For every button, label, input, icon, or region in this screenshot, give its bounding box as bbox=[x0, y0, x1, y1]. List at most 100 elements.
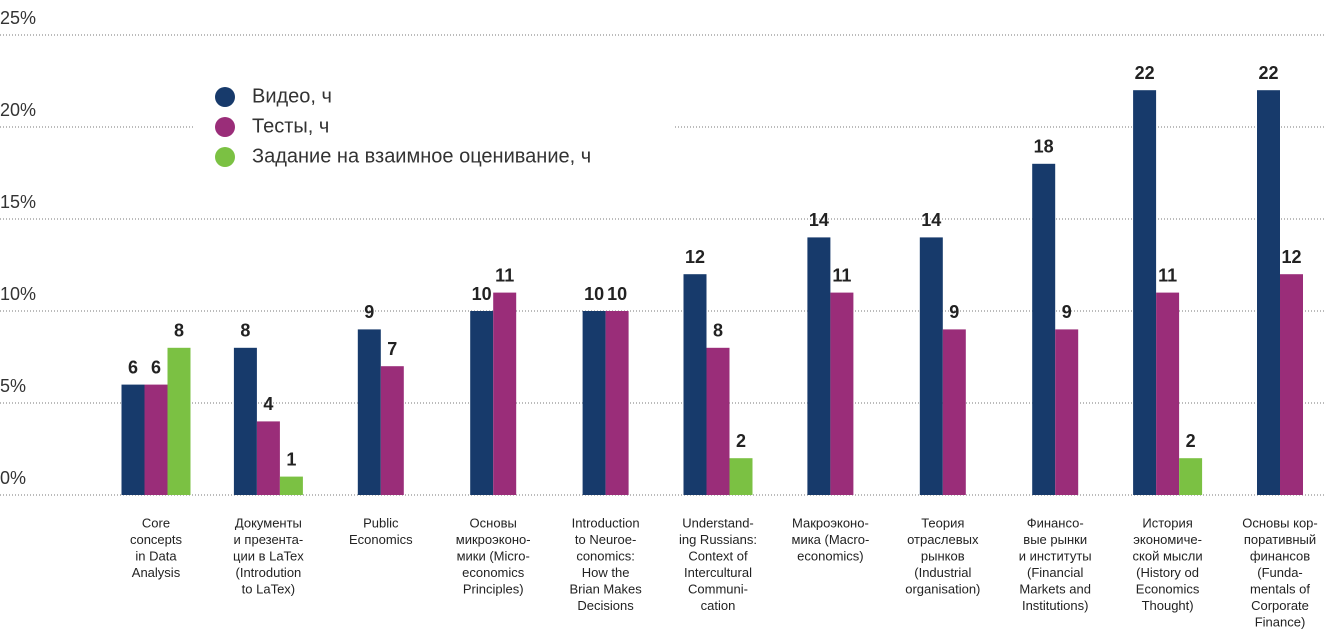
y-tick-label: 0% bbox=[0, 468, 26, 488]
value-label: 9 bbox=[1062, 302, 1072, 322]
value-label: 8 bbox=[240, 321, 250, 341]
bar bbox=[729, 458, 753, 495]
x-tick-label: Principles) bbox=[463, 581, 524, 596]
x-tick-label: вые рынки bbox=[1023, 532, 1087, 547]
y-tick-label: 5% bbox=[0, 376, 26, 396]
bar bbox=[605, 311, 629, 495]
value-label: 8 bbox=[713, 321, 723, 341]
y-tick-label: 20% bbox=[0, 100, 36, 120]
x-tick-label: Public bbox=[363, 515, 399, 530]
x-tick-label: (Funda- bbox=[1257, 565, 1303, 580]
x-tick-label: (Financial bbox=[1027, 565, 1083, 580]
x-tick-label: (Introdution bbox=[236, 565, 302, 580]
x-tick-label: Decisions bbox=[577, 598, 634, 613]
bar bbox=[1133, 90, 1157, 495]
x-tick-label: concepts bbox=[130, 532, 183, 547]
bar bbox=[1179, 458, 1203, 495]
legend-marker bbox=[215, 117, 235, 137]
bar bbox=[470, 311, 494, 495]
x-tick-label: финансов bbox=[1250, 548, 1310, 563]
x-tick-label: Economics bbox=[349, 532, 413, 547]
value-label: 9 bbox=[949, 302, 959, 322]
x-tick-label: и презента- bbox=[234, 532, 304, 547]
value-label: 22 bbox=[1135, 63, 1155, 83]
x-tick-label: отраслевых bbox=[907, 532, 979, 547]
x-tick-label: Institutions) bbox=[1022, 598, 1088, 613]
bar bbox=[256, 421, 280, 495]
x-tick-label: Finance) bbox=[1255, 614, 1306, 629]
bar bbox=[1280, 274, 1303, 495]
x-tick-label: История bbox=[1142, 515, 1192, 530]
x-tick-label: Финансо- bbox=[1027, 515, 1084, 530]
x-tick-label: экономиче- bbox=[1133, 532, 1202, 547]
value-label: 10 bbox=[607, 284, 627, 304]
value-label: 11 bbox=[832, 265, 851, 285]
bar bbox=[357, 329, 381, 495]
x-tick-label: (Industrial bbox=[914, 565, 971, 580]
x-tick-label: Context of bbox=[688, 548, 748, 563]
value-label: 7 bbox=[387, 339, 397, 359]
x-tick-label: мики (Micro- bbox=[457, 548, 530, 563]
value-label: 14 bbox=[921, 210, 941, 230]
value-label: 6 bbox=[151, 357, 161, 377]
x-tick-label: cation bbox=[701, 598, 736, 613]
y-tick-label: 15% bbox=[0, 192, 36, 212]
x-tick-label: ing Russians: bbox=[679, 532, 757, 547]
bar bbox=[830, 292, 854, 495]
value-label: 8 bbox=[174, 321, 184, 341]
x-tick-label: Economics bbox=[1136, 581, 1200, 596]
x-tick-label: Communi- bbox=[688, 581, 748, 596]
bar bbox=[582, 311, 606, 495]
x-tick-label: Основы bbox=[470, 515, 517, 530]
bar bbox=[807, 237, 831, 495]
value-label: 11 bbox=[1158, 265, 1177, 285]
x-tick-label: Understand- bbox=[682, 515, 754, 530]
bar bbox=[279, 476, 303, 495]
value-label: 10 bbox=[584, 284, 604, 304]
bar bbox=[1156, 292, 1180, 495]
x-tick-label: поративный bbox=[1244, 532, 1316, 547]
x-tick-label: Документы bbox=[235, 515, 302, 530]
x-tick-label: Макроэконо- bbox=[792, 515, 869, 530]
bar bbox=[683, 274, 707, 495]
value-label: 18 bbox=[1034, 137, 1054, 157]
legend-label: Задание на взаимное оценивание, ч bbox=[252, 145, 591, 167]
bar bbox=[706, 347, 730, 495]
x-tick-label: to LaTex) bbox=[242, 581, 295, 596]
x-tick-label: Brian Makes bbox=[569, 581, 642, 596]
x-tick-label: Thought) bbox=[1142, 598, 1194, 613]
bar bbox=[919, 237, 943, 495]
legend-label: Тесты, ч bbox=[252, 115, 329, 137]
value-label: 12 bbox=[685, 247, 705, 267]
bar bbox=[1055, 329, 1079, 495]
value-label: 1 bbox=[286, 449, 296, 469]
legend-marker bbox=[215, 87, 235, 107]
bar bbox=[380, 366, 404, 495]
value-label: 9 bbox=[364, 302, 374, 322]
bar bbox=[233, 347, 257, 495]
legend-background bbox=[195, 75, 675, 179]
value-label: 2 bbox=[1186, 431, 1196, 451]
value-label: 2 bbox=[736, 431, 746, 451]
x-tick-label: Теория bbox=[921, 515, 964, 530]
bar bbox=[942, 329, 966, 495]
value-label: 14 bbox=[809, 210, 829, 230]
value-label: 10 bbox=[472, 284, 492, 304]
value-label: 4 bbox=[263, 394, 273, 414]
x-tick-label: Core bbox=[142, 515, 170, 530]
x-tick-label: Markets and bbox=[1019, 581, 1091, 596]
bar bbox=[121, 384, 145, 495]
bar bbox=[167, 347, 191, 495]
bar bbox=[1032, 163, 1056, 496]
x-tick-label: микроэконо- bbox=[456, 532, 531, 547]
x-tick-label: (History od bbox=[1136, 565, 1199, 580]
x-tick-label: Intercultural bbox=[684, 565, 752, 580]
y-tick-label: 25% bbox=[0, 8, 36, 28]
x-tick-label: Основы кор- bbox=[1242, 515, 1318, 530]
x-tick-label: economics bbox=[462, 565, 525, 580]
x-tick-label: ции в LaTex bbox=[233, 548, 304, 563]
x-tick-label: in Data bbox=[135, 548, 177, 563]
x-tick-label: Corporate bbox=[1251, 598, 1309, 613]
x-tick-label: рынков bbox=[921, 548, 965, 563]
